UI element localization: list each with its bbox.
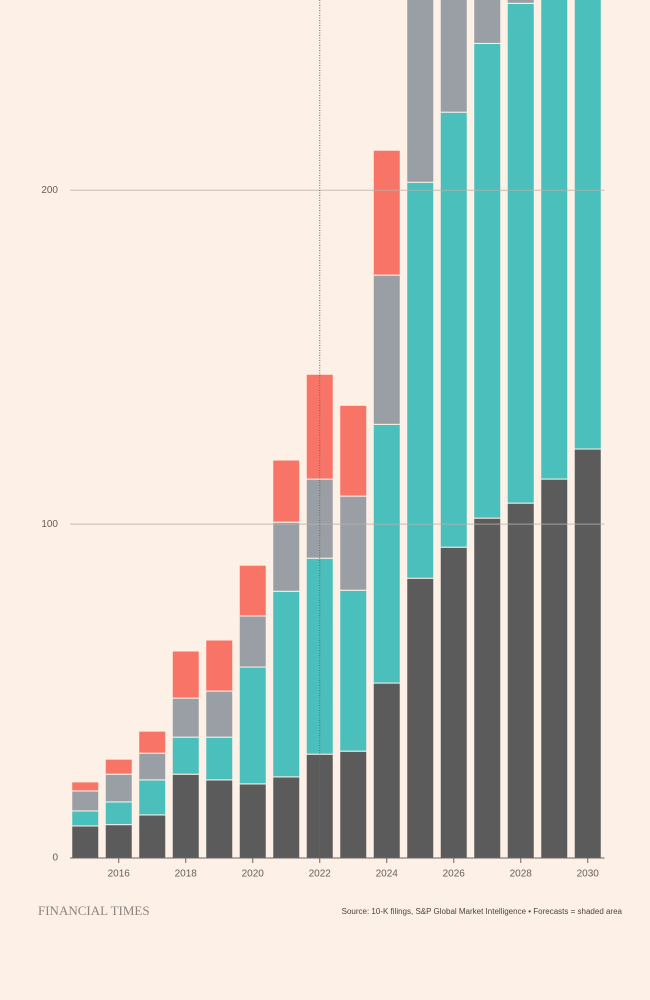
bar-segment — [171, 697, 200, 738]
bar-segment — [406, 181, 435, 579]
bar-segment — [71, 810, 100, 827]
x-tick-label: 2018 — [175, 869, 198, 880]
brand-logo: FINANCIAL TIMES — [38, 903, 150, 918]
bar-segment — [339, 495, 368, 591]
bar-segment — [272, 459, 301, 523]
x-tick-label: 2030 — [577, 869, 600, 880]
x-tick-label: 2026 — [443, 869, 466, 880]
bar-segment — [473, 517, 502, 859]
bar-segment — [372, 149, 401, 276]
bar-segment — [540, 478, 569, 859]
bar-segment — [238, 564, 267, 617]
bar-segment — [540, 0, 569, 480]
bar-segment — [138, 730, 167, 754]
bar-segment — [205, 639, 234, 692]
bar-segment — [71, 790, 100, 812]
bar-segment — [272, 590, 301, 778]
bar-segment — [439, 111, 468, 548]
bar-segment — [372, 682, 401, 859]
bar-segment — [473, 42, 502, 519]
x-tick-label: 2028 — [510, 869, 533, 880]
bar-segment — [238, 615, 267, 668]
bar-segment — [439, 546, 468, 859]
bar-segment — [406, 0, 435, 183]
bar-segment — [171, 736, 200, 775]
bar-segment — [372, 423, 401, 684]
bar-segment — [205, 779, 234, 859]
x-tick-label: 2022 — [309, 869, 332, 880]
bar-segment — [339, 589, 368, 752]
bar-segment — [104, 773, 133, 803]
x-tick-label: 2020 — [242, 869, 265, 880]
bar-segment — [205, 690, 234, 738]
bar-segment — [339, 404, 368, 497]
y-tick-label: 0 — [52, 853, 58, 864]
bar-segment — [138, 779, 167, 816]
y-tick-label: 100 — [41, 519, 58, 530]
bar-segment — [171, 650, 200, 699]
bar-segment — [573, 0, 602, 450]
source-note: Source: 10-K filings, S&P Global Market … — [342, 907, 623, 916]
bar-segment — [506, 2, 535, 504]
bar-segment — [138, 752, 167, 781]
bar-segment — [104, 758, 133, 775]
bar-segment — [305, 753, 334, 859]
bar-segment — [573, 448, 602, 859]
bar-segment — [71, 781, 100, 792]
bar-segment — [205, 736, 234, 781]
x-tick-label: 2024 — [376, 869, 399, 880]
bar-segment — [238, 666, 267, 785]
bar-segment — [439, 0, 468, 113]
bar-segment — [506, 502, 535, 859]
bar-segment — [104, 824, 133, 859]
bar-segment — [138, 814, 167, 859]
bar-segment — [238, 783, 267, 859]
bar-segment — [305, 373, 334, 480]
bar-segment — [339, 750, 368, 859]
bar-segment — [104, 801, 133, 826]
bar-segment — [272, 521, 301, 592]
bar-segment — [171, 773, 200, 859]
bar-segment — [506, 0, 535, 4]
bar-segment — [372, 274, 401, 425]
y-tick-label: 200 — [41, 185, 58, 196]
bar-segment — [272, 776, 301, 859]
bar-segment — [473, 0, 502, 44]
bar-segment — [71, 825, 100, 859]
x-tick-label: 2016 — [108, 869, 131, 880]
bar-segment — [406, 577, 435, 859]
